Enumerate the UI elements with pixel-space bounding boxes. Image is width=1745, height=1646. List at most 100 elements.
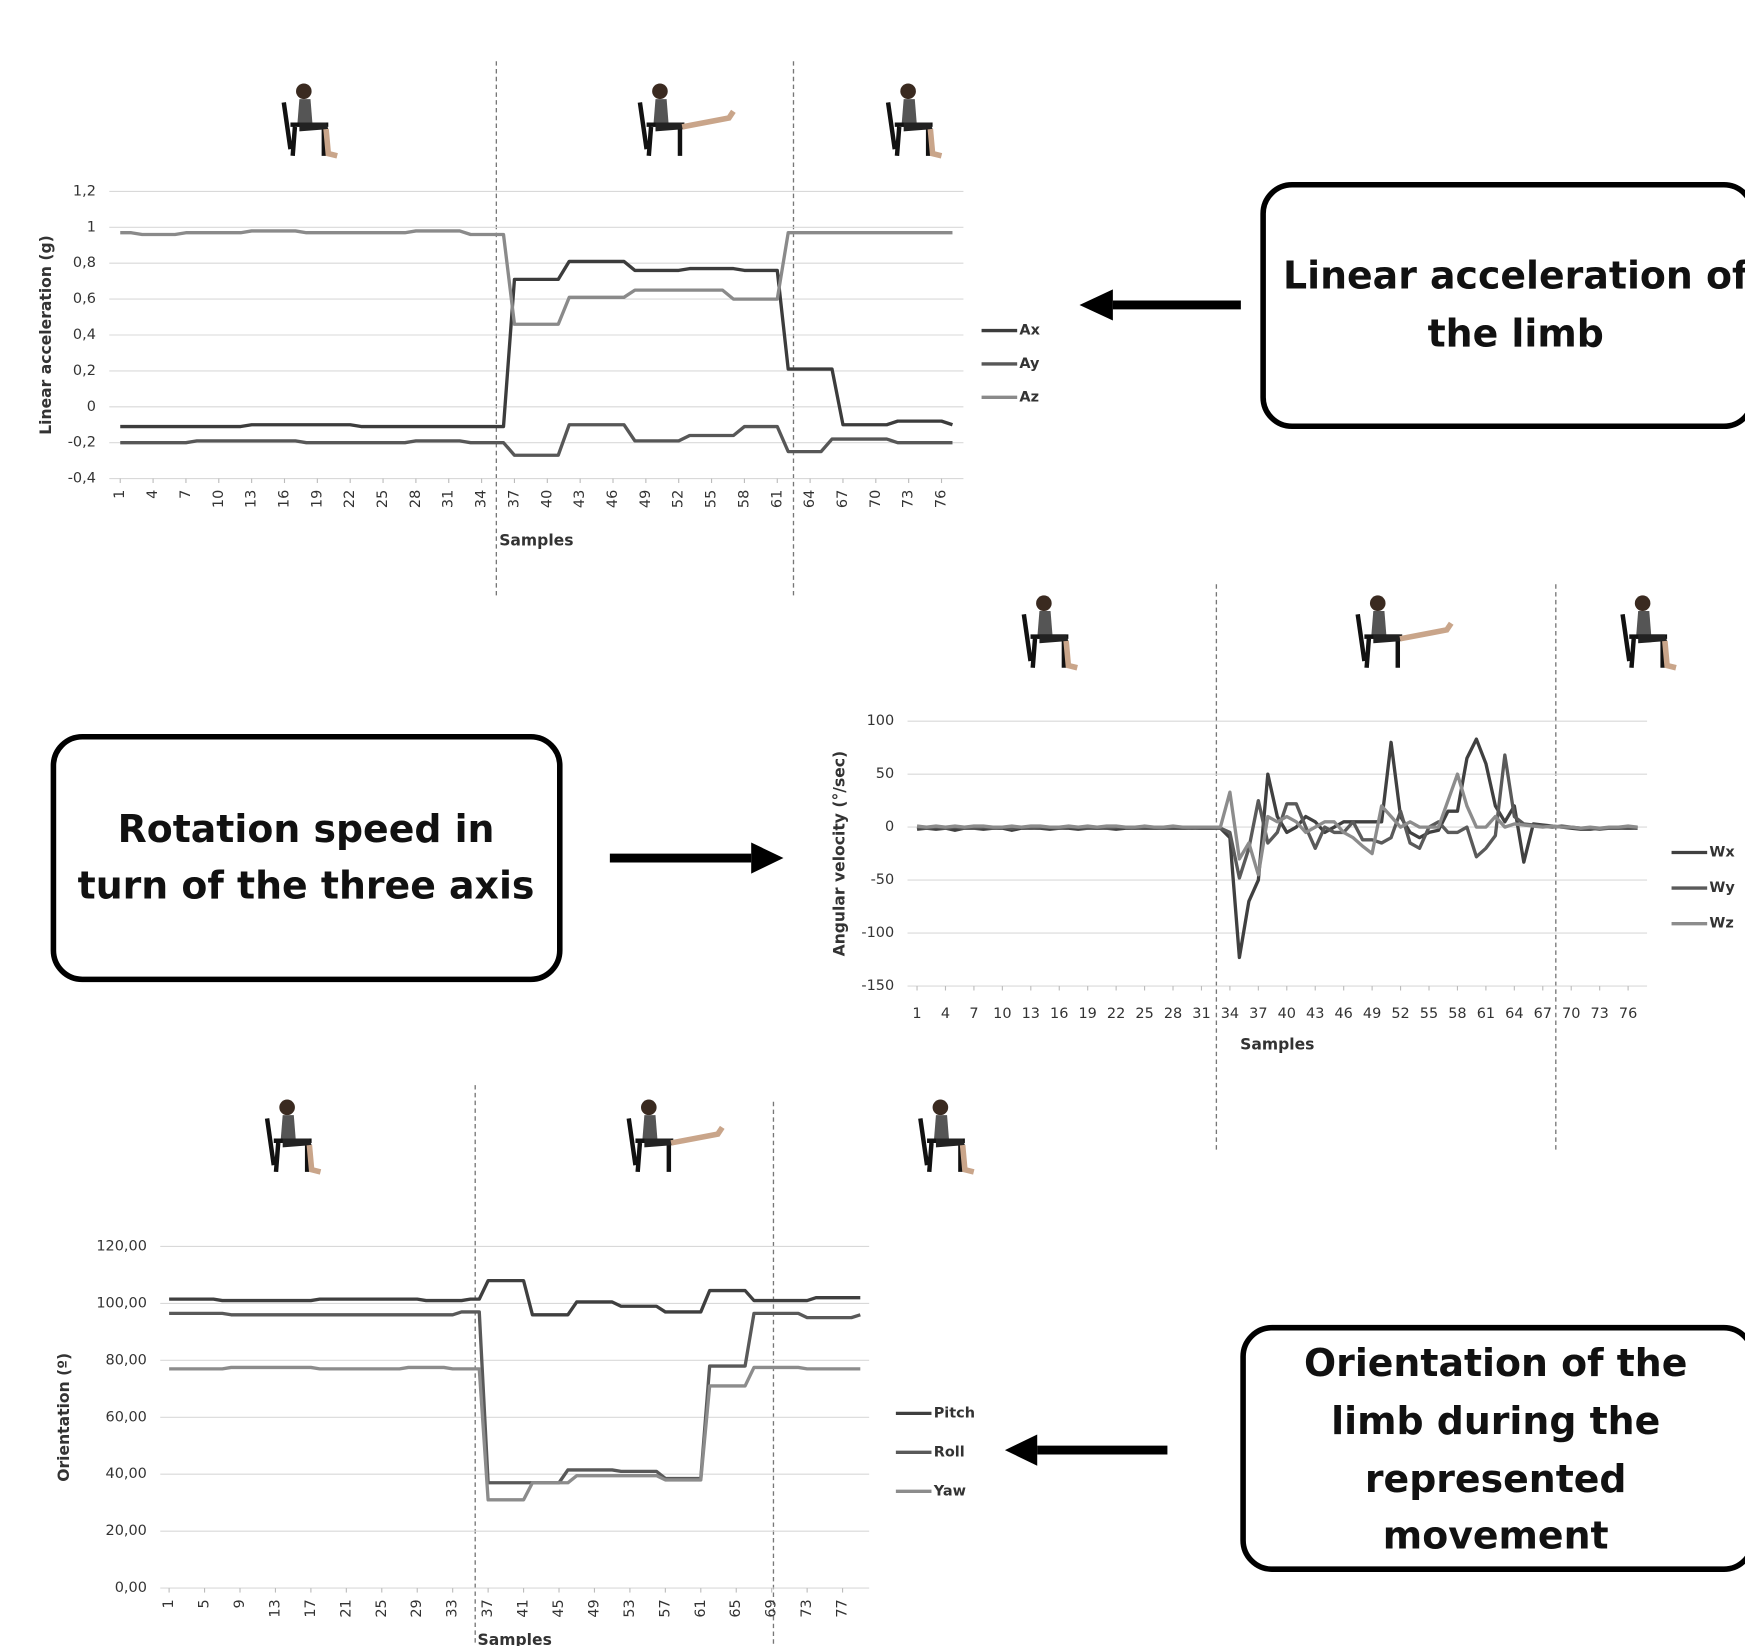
callout-text: Linear acceleration of	[1283, 254, 1745, 298]
x-tick-label: 13	[244, 490, 260, 508]
x-tick-label: 25	[375, 490, 391, 508]
legend-label: Wx	[1709, 844, 1735, 860]
x-tick-label: 7	[969, 1006, 978, 1022]
x-tick-label: 40	[1278, 1006, 1296, 1022]
x-tick-label: 64	[802, 490, 818, 508]
x-tick-label: 37	[480, 1599, 496, 1617]
legend-label: Wz	[1709, 916, 1733, 932]
x-tick-label: 13	[1022, 1006, 1040, 1022]
y-tick-label: 0,2	[73, 363, 96, 379]
callout-text: limb during the	[1331, 1399, 1660, 1443]
x-tick-label: 1	[161, 1599, 177, 1608]
y-tick-label: 0	[87, 399, 96, 415]
x-tick-label: 19	[1078, 1006, 1096, 1022]
callout-text: the limb	[1428, 312, 1604, 356]
x-tick-label: 67	[1534, 1006, 1552, 1022]
x-tick-label: 49	[1363, 1006, 1381, 1022]
legend-label: Roll	[934, 1444, 965, 1460]
y-tick-label: 0,00	[115, 1580, 147, 1596]
x-tick-label: 76	[1619, 1006, 1637, 1022]
data-line	[916, 772, 1638, 877]
y-tick-label: 20,00	[106, 1523, 147, 1539]
y-tick-label: 120,00	[96, 1238, 147, 1254]
x-tick-label: 77	[835, 1599, 851, 1617]
x-tick-label: 70	[1562, 1006, 1580, 1022]
x-tick-label: 49	[638, 490, 654, 508]
x-tick-label: 1	[112, 490, 128, 499]
x-tick-label: 16	[276, 490, 292, 508]
data-line	[916, 737, 1638, 960]
y-tick-label: 0,6	[73, 291, 96, 307]
y-tick-label: 0,8	[73, 255, 96, 271]
callout-text: Orientation of the	[1304, 1341, 1687, 1385]
y-axis-title: Orientation (º)	[55, 1353, 73, 1482]
x-tick-label: 28	[1164, 1006, 1182, 1022]
data-line	[120, 423, 953, 457]
x-tick-label: 21	[338, 1599, 354, 1617]
x-tick-label: 4	[145, 490, 161, 499]
x-tick-label: 7	[178, 490, 194, 499]
y-tick-label: -100	[861, 925, 894, 941]
y-axis-title: Linear acceleration (g)	[37, 235, 55, 435]
x-tick-label: 17	[303, 1599, 319, 1617]
phase-dividers	[474, 61, 1557, 1646]
y-tick-label: 1,2	[73, 183, 96, 199]
y-axis-title: Angular velocity (°/sec)	[831, 751, 849, 957]
x-tick-label: 37	[506, 490, 522, 508]
x-tick-label: 76	[934, 490, 950, 508]
y-tick-label: 1	[87, 219, 96, 235]
legend-label: Pitch	[934, 1405, 975, 1421]
legend-label: Ay	[1019, 356, 1040, 372]
x-tick-label: 31	[441, 490, 457, 508]
y-tick-label: 40,00	[106, 1466, 147, 1482]
x-tick-label: 52	[1391, 1006, 1409, 1022]
x-tick-label: 37	[1249, 1006, 1267, 1022]
x-tick-label: 4	[941, 1006, 950, 1022]
x-tick-label: 46	[1334, 1006, 1352, 1022]
x-tick-label: 53	[622, 1599, 638, 1617]
x-tick-label: 58	[1448, 1006, 1466, 1022]
x-tick-label: 45	[551, 1599, 567, 1617]
x-tick-label: 41	[516, 1599, 532, 1617]
x-axis-title: Samples	[499, 531, 573, 549]
data-line	[169, 1365, 861, 1502]
y-tick-label: 50	[876, 766, 894, 782]
callout: Linear acceleration of the limb	[1079, 181, 1745, 430]
x-tick-label: 29	[409, 1599, 425, 1617]
x-tick-label: 67	[835, 490, 851, 508]
x-tick-label: 70	[868, 490, 884, 508]
x-tick-label: 10	[211, 490, 227, 508]
x-tick-label: 19	[309, 490, 325, 508]
data-line	[120, 259, 953, 429]
x-tick-label: 61	[769, 490, 785, 508]
x-tick-label: 61	[1477, 1006, 1495, 1022]
x-tick-label: 65	[728, 1599, 744, 1617]
x-tick-label: 61	[693, 1599, 709, 1617]
x-tick-label: 73	[1590, 1006, 1608, 1022]
x-tick-label: 10	[993, 1006, 1011, 1022]
callout-text: movement	[1383, 1514, 1609, 1558]
x-tick-label: 13	[267, 1599, 283, 1617]
x-tick-label: 49	[586, 1599, 602, 1617]
chart: -0,4 -0,2 0 0,2 0,4 0,6 0,8 1 1,2 1 4 7 10 13 16 19 22 25…	[37, 183, 1040, 549]
y-tick-label: 60,00	[106, 1409, 147, 1425]
y-tick-label: -0,4	[68, 471, 96, 487]
x-tick-label: 31	[1192, 1006, 1210, 1022]
data-line	[169, 1310, 861, 1485]
x-tick-label: 73	[799, 1599, 815, 1617]
x-tick-label: 43	[572, 490, 588, 508]
callout-text: turn of the three axis	[78, 864, 535, 908]
y-tick-label: -50	[871, 872, 895, 888]
callout-text: represented	[1365, 1457, 1627, 1501]
y-tick-label: 0	[885, 819, 894, 835]
chart: 0,00 20,00 40,00 60,00 80,00 100,00 120,00 1 5 9 1…	[55, 1238, 975, 1646]
x-tick-label: 73	[901, 490, 917, 508]
x-tick-label: 64	[1505, 1006, 1523, 1022]
callout: Orientation of the limb during the repre…	[1004, 1324, 1745, 1572]
x-axis-title: Samples	[1240, 1036, 1314, 1054]
x-tick-label: 16	[1050, 1006, 1068, 1022]
legend-label: Az	[1019, 389, 1039, 405]
x-tick-label: 25	[1135, 1006, 1153, 1022]
y-tick-label: -0,2	[68, 435, 96, 451]
